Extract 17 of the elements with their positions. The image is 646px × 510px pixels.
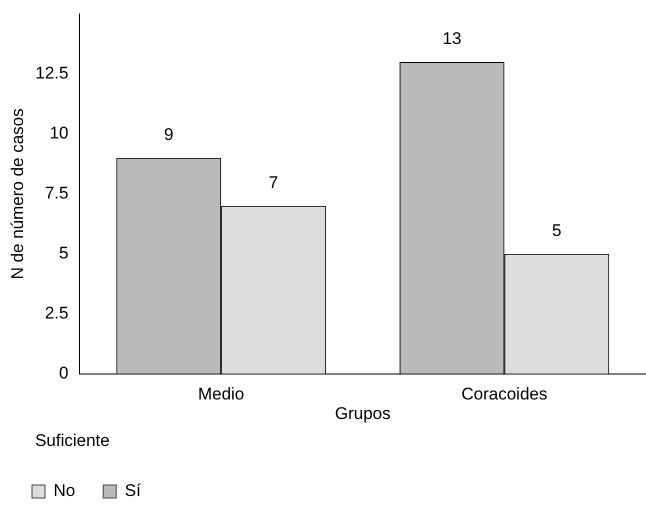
- legend-title: Suficiente: [35, 430, 110, 450]
- y-tick-label: 5: [59, 244, 68, 263]
- y-tick-label: 7.5: [44, 184, 68, 203]
- data-label: 13: [442, 29, 462, 48]
- y-axis-title: N de número de casos: [8, 108, 27, 280]
- legend-label: Sí: [124, 481, 142, 500]
- x-axis-title: Grupos: [334, 404, 391, 424]
- y-tick-label: 2.5: [44, 304, 68, 323]
- y-tick-label: 10: [50, 124, 68, 143]
- y-tick-label: 12.5: [35, 64, 68, 83]
- data-label: 9: [164, 125, 174, 144]
- x-tick-label: Medio: [198, 384, 244, 404]
- data-label: 7: [268, 173, 278, 192]
- x-tick-label: Coracoides: [461, 384, 548, 404]
- legend-label: No: [54, 481, 76, 500]
- y-tick-label: 0: [59, 363, 68, 382]
- data-label: 5: [552, 221, 562, 240]
